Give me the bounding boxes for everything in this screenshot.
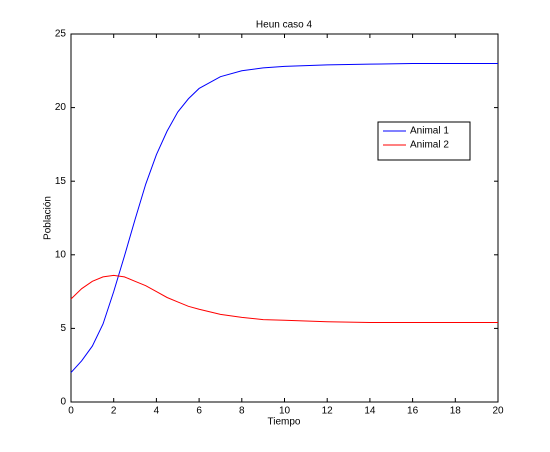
data-line [70,274,498,324]
x-tick-label: 4 [154,406,160,417]
legend-label: Animal 2 [410,140,449,151]
plot-area [70,33,499,403]
y-tick-label: 20 [55,102,67,113]
data-line [70,62,498,373]
x-tick-label: 8 [239,406,245,417]
legend-label: Animal 1 [410,126,449,137]
x-tick-label: 6 [196,406,202,417]
chart-title: Heun caso 4 [256,20,313,31]
y-tick-label: 10 [55,249,67,260]
x-tick-label: 16 [407,406,419,417]
x-tick-label: 2 [111,406,117,417]
x-tick-label: 14 [364,406,376,417]
y-tick-label: 0 [60,397,66,408]
y-tick-label: 15 [55,176,67,187]
x-tick-label: 18 [450,406,462,417]
x-axis-label: Tiempo [268,417,301,428]
legend-box [377,121,471,161]
x-tick-label: 0 [68,406,74,417]
x-tick-label: 10 [279,406,291,417]
y-tick-label: 5 [60,323,66,334]
x-tick-label: 12 [322,406,334,417]
x-tick-label: 20 [492,406,504,417]
y-axis-label: Población [43,196,54,240]
y-tick-label: 25 [55,29,67,40]
